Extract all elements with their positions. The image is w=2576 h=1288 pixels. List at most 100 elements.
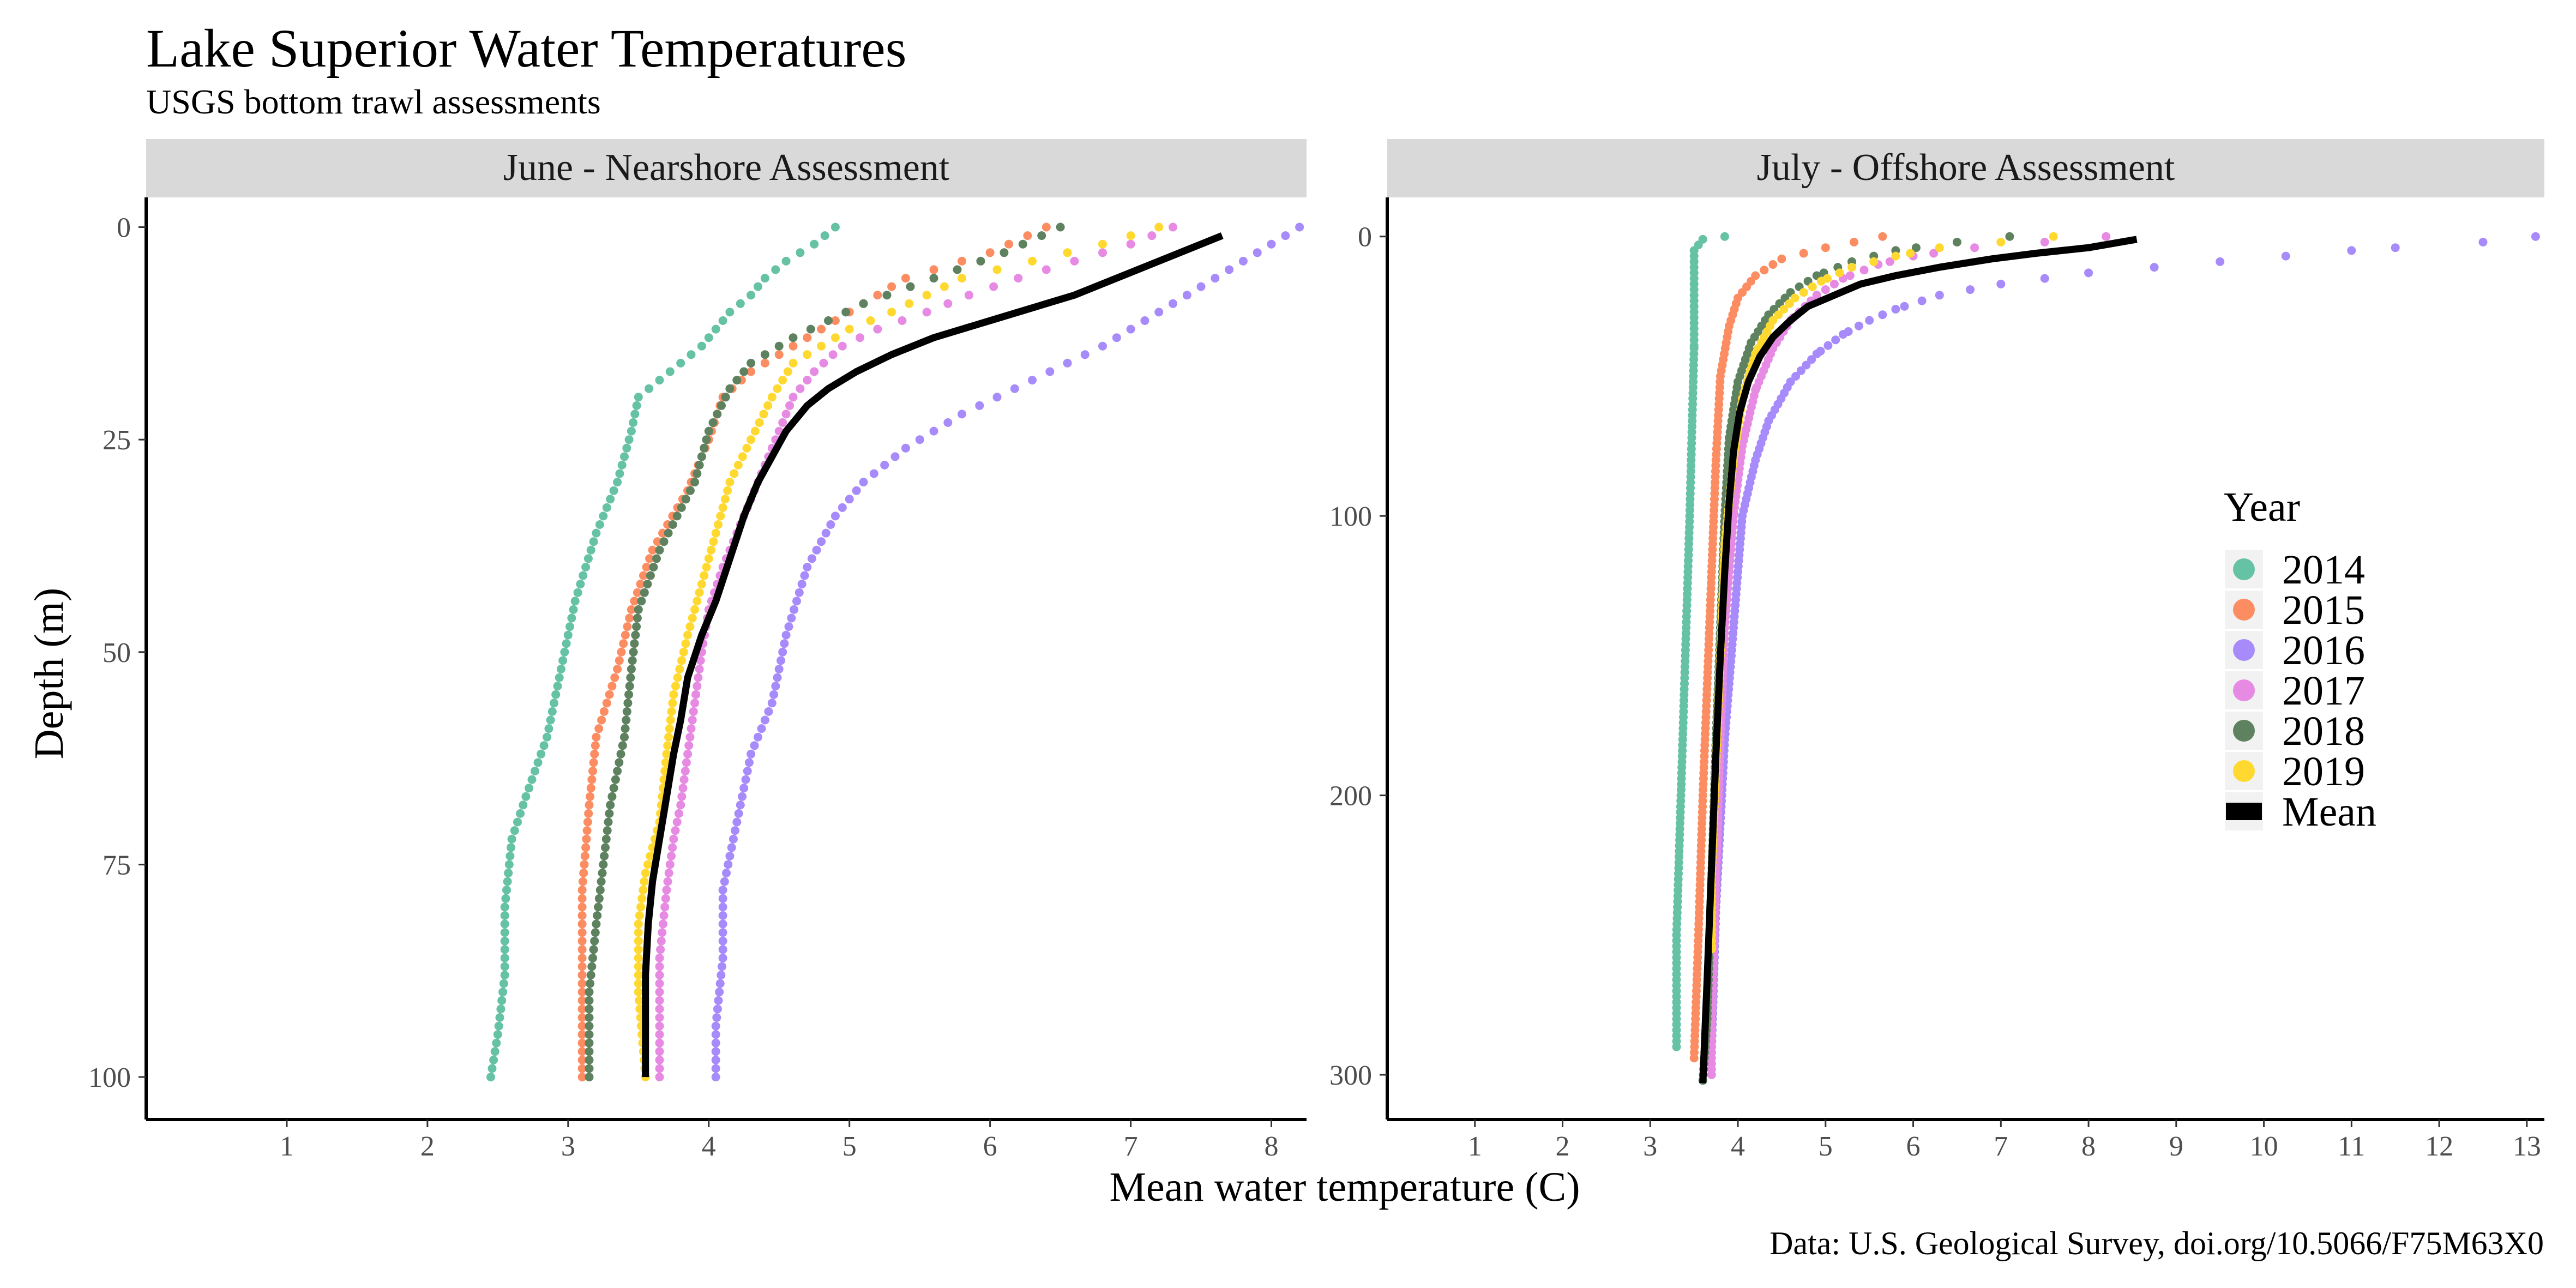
data-point: [1935, 243, 1944, 252]
data-point: [655, 1038, 664, 1048]
data-point: [807, 554, 816, 563]
data-point: [672, 511, 682, 521]
series-2018: [585, 222, 1065, 1082]
data-point: [2102, 232, 2111, 241]
data-point: [702, 563, 711, 571]
data-point: [1878, 310, 1887, 320]
data-point: [588, 767, 597, 775]
data-point: [718, 316, 727, 325]
data-point: [1777, 254, 1786, 263]
data-point: [664, 869, 673, 877]
data-point: [643, 860, 652, 869]
x-tick-label: 4: [702, 1131, 716, 1162]
y-tick-label: 100: [1329, 501, 1372, 532]
data-point: [655, 1064, 664, 1073]
data-point: [783, 367, 792, 376]
data-point: [718, 936, 727, 946]
data-point: [569, 605, 578, 614]
data-point: [713, 1004, 722, 1014]
data-point: [607, 792, 617, 801]
y-tick-label: 50: [103, 637, 131, 669]
data-point: [724, 860, 733, 869]
data-point: [1225, 265, 1234, 274]
data-point: [760, 350, 769, 359]
data-point: [633, 588, 642, 597]
data-point: [636, 580, 645, 589]
data-point: [587, 962, 597, 971]
x-tick-label: 3: [1643, 1131, 1657, 1162]
x-tick-label: 3: [561, 1131, 575, 1162]
data-point: [1126, 239, 1135, 249]
data-point: [2049, 232, 2058, 241]
data-point: [653, 537, 662, 546]
data-point: [516, 809, 525, 818]
data-point: [513, 817, 522, 827]
data-point: [718, 886, 727, 895]
data-point: [790, 605, 799, 614]
data-point: [729, 834, 738, 844]
data-point: [711, 1064, 720, 1073]
data-point: [631, 630, 640, 640]
data-point: [613, 767, 622, 775]
data-point: [494, 1021, 503, 1031]
legend-key-point: [2233, 599, 2255, 621]
data-point: [623, 622, 632, 631]
data-point: [668, 699, 677, 708]
data-point: [594, 724, 604, 733]
data-point: [943, 418, 953, 427]
data-point: [1808, 282, 1817, 291]
data-point: [627, 426, 636, 436]
data-point: [629, 647, 638, 657]
data-point: [789, 341, 798, 351]
data-point: [715, 979, 725, 988]
data-point: [1042, 222, 1051, 232]
data-point: [489, 1055, 498, 1064]
data-point: [577, 886, 587, 895]
data-point: [781, 630, 791, 640]
data-point: [709, 537, 718, 546]
data-point: [1970, 243, 1979, 252]
data-point: [598, 869, 607, 877]
data-point: [830, 316, 840, 325]
data-point: [662, 886, 671, 895]
data-point: [634, 988, 643, 997]
data-point: [695, 588, 704, 597]
data-point: [685, 732, 695, 742]
data-point: [2281, 251, 2290, 261]
data-point: [609, 486, 618, 495]
x-tick-label: 4: [1731, 1131, 1745, 1162]
data-point: [2531, 232, 2540, 241]
panel-1-marks: [486, 222, 1304, 1082]
data-point: [718, 902, 727, 912]
data-point: [1859, 266, 1869, 275]
data-point: [577, 936, 587, 946]
data-point: [687, 350, 696, 359]
y-axis-title: Depth (m): [26, 588, 72, 759]
data-point: [1966, 285, 1975, 294]
legend-key-point: [2233, 679, 2255, 701]
data-point: [593, 911, 602, 920]
data-point: [671, 826, 680, 835]
data-point: [583, 554, 593, 563]
data-point: [873, 324, 882, 334]
data-point: [622, 707, 631, 716]
data-point: [690, 478, 699, 487]
data-point: [778, 647, 787, 657]
data-point: [1063, 248, 1072, 257]
data-point: [599, 511, 608, 521]
data-point: [985, 248, 995, 257]
panel-1-strip-label: June - Nearshore Assessment: [503, 147, 950, 189]
data-point: [586, 971, 595, 980]
data-point: [958, 410, 966, 419]
data-point: [679, 647, 688, 657]
data-point: [812, 545, 821, 555]
data-point: [1238, 256, 1248, 266]
data-point: [634, 962, 643, 971]
data-point: [1821, 243, 1830, 252]
series-mean: [1699, 236, 2138, 1084]
data-point: [637, 894, 647, 903]
data-point: [500, 962, 509, 971]
data-point: [658, 919, 667, 929]
data-point: [582, 826, 592, 835]
